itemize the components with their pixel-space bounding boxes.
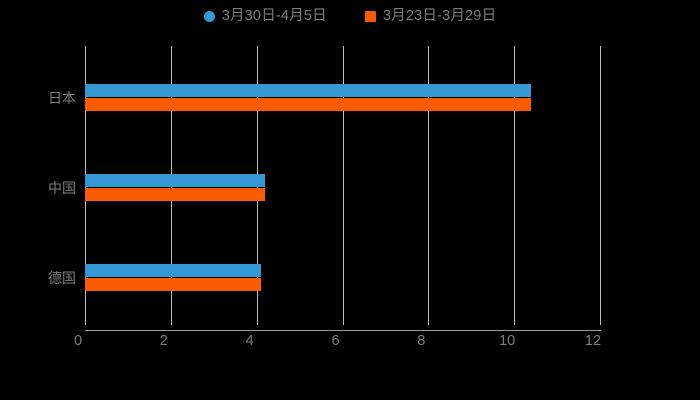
x-tick-label-10: 10 [499, 333, 516, 349]
legend-label-series-1: 3月23日-3月29日 [382, 7, 497, 24]
legend-square-marker-icon [364, 10, 376, 22]
x-axis-line [85, 330, 601, 331]
bar-0-series-0[interactable] [85, 83, 532, 97]
gridline-8 [428, 46, 430, 325]
bar-1-series-0[interactable] [85, 173, 266, 187]
y-axis-label-1: 中国 [48, 179, 76, 196]
chart-legend: 3月30日-4月5日 3月23日-3月29日 [0, 4, 700, 28]
x-tick-label-0: 0 [73, 333, 83, 349]
chart-plot-area [85, 46, 601, 325]
gridline-12 [600, 46, 601, 325]
legend-item-series-1[interactable]: 3月23日-3月29日 [364, 7, 497, 24]
bar-group-1 [85, 173, 600, 202]
x-tick-label-8: 8 [417, 333, 426, 349]
legend-item-series-0[interactable]: 3月30日-4月5日 [203, 7, 327, 24]
bar-group-0 [85, 83, 600, 112]
x-tick-label-6: 6 [331, 333, 340, 349]
gridline-10 [514, 46, 516, 325]
bar-2-series-0[interactable] [85, 263, 261, 277]
x-tick-label-4: 4 [245, 333, 254, 349]
bar-1-series-1[interactable] [85, 187, 266, 201]
x-tick-label-2: 2 [159, 333, 168, 349]
bar-2-series-1[interactable] [85, 277, 261, 291]
legend-label-series-0: 3月30日-4月5日 [221, 7, 327, 24]
y-axis-label-2: 德国 [48, 269, 76, 286]
bar-group-2 [85, 263, 600, 292]
y-axis-label-0: 日本 [48, 89, 76, 106]
bar-0-series-1[interactable] [85, 97, 532, 111]
gridline-6 [342, 46, 344, 325]
x-tick-label-12: 12 [584, 333, 602, 349]
legend-circle-marker-icon [203, 10, 215, 22]
